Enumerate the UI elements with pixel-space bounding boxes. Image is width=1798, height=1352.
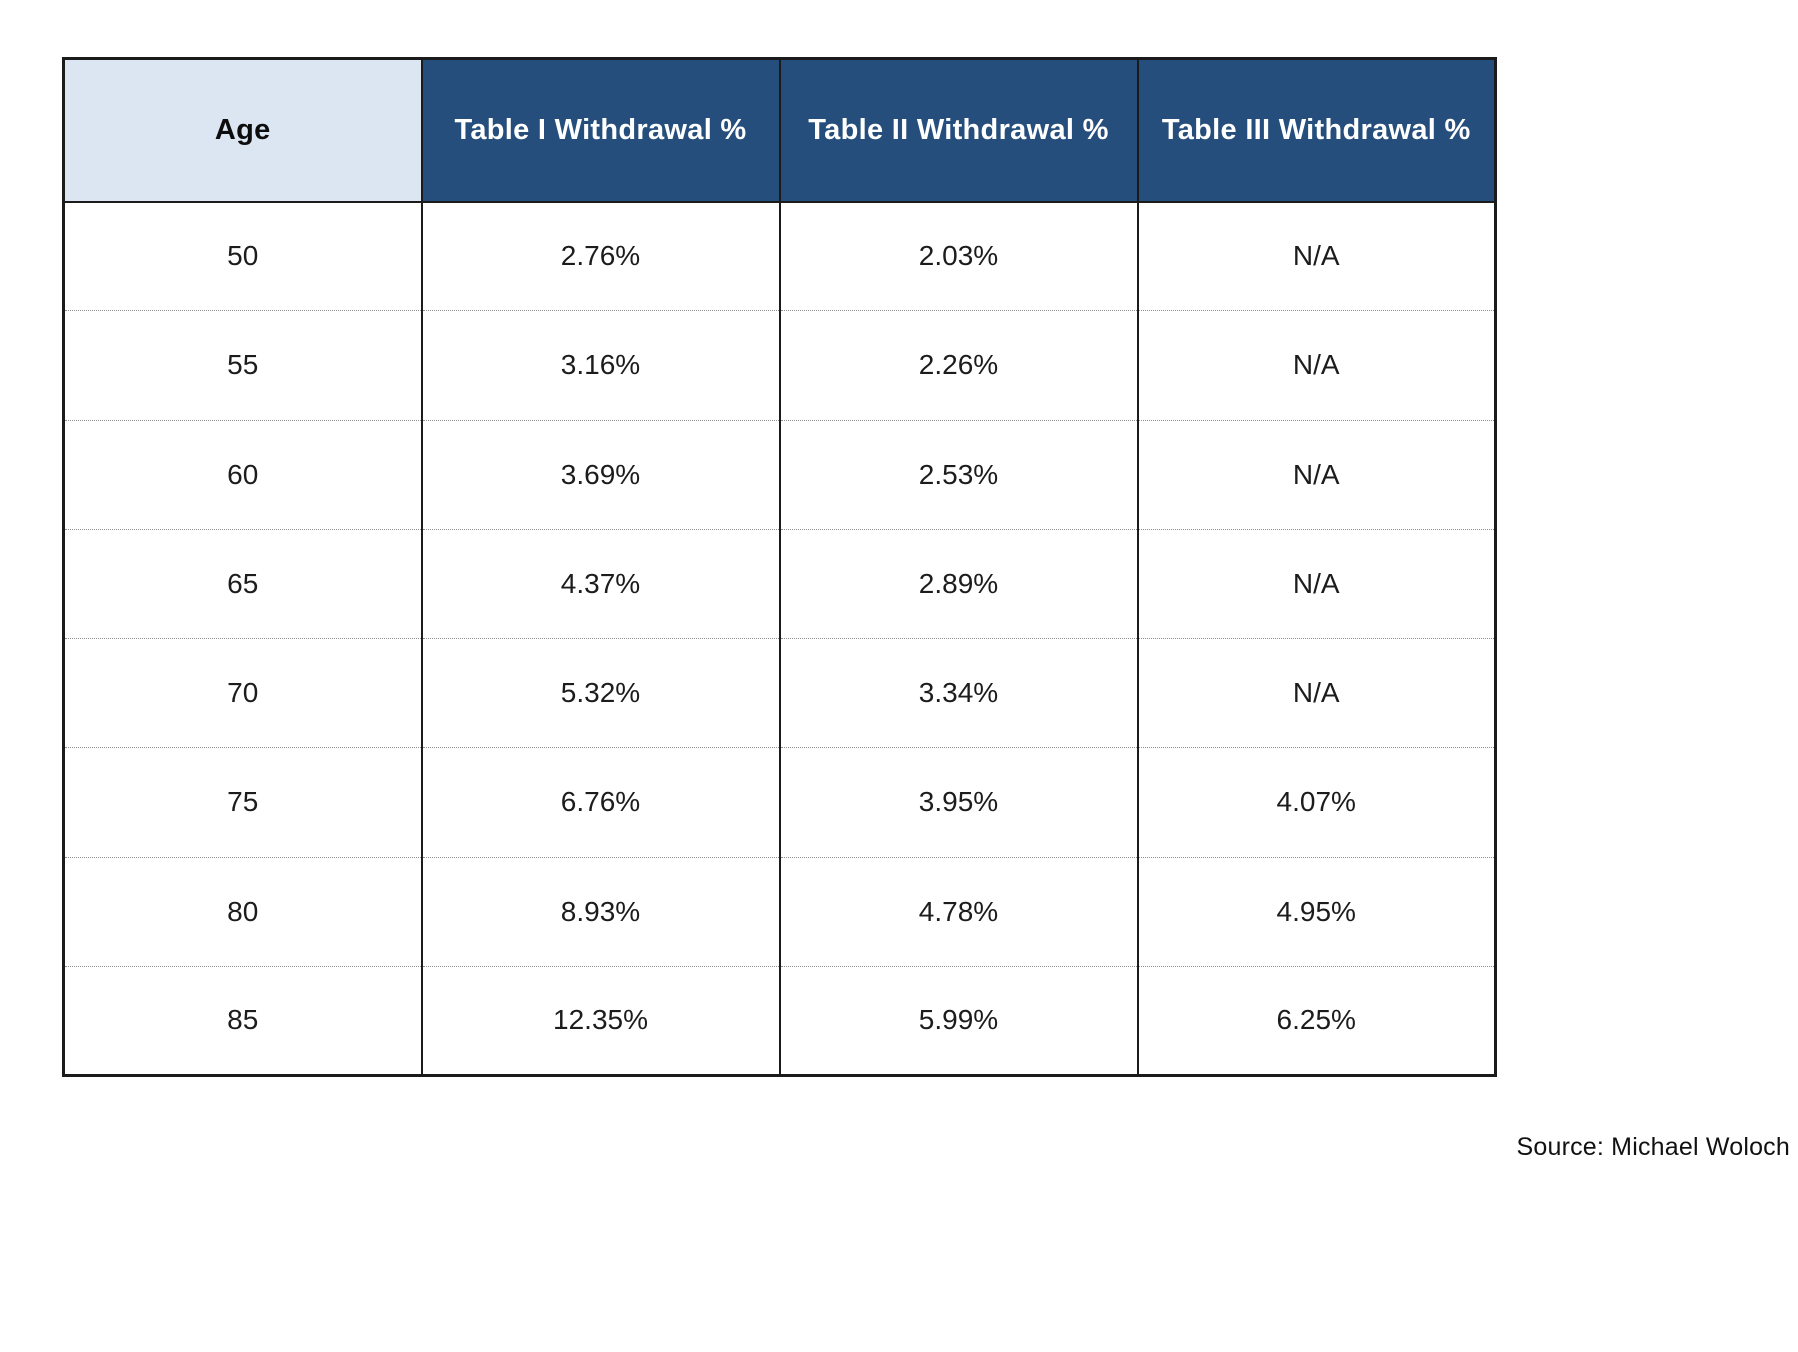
withdrawal-value-cell: 4.37%: [420, 528, 780, 639]
age-cell: 75: [63, 747, 422, 857]
withdrawal-rates-table: Age Table I Withdrawal % Table II Withdraw…: [62, 57, 1497, 1077]
header-row: Age Table I Withdrawal % Table II Withdraw…: [63, 58, 1496, 203]
withdrawal-value-cell: 2.53%: [778, 419, 1138, 530]
withdrawal-table-container: Age Table I Withdrawal % Table II Withdraw…: [62, 57, 1497, 1077]
age-cell: 85: [63, 965, 422, 1076]
age-cell: 65: [63, 528, 422, 639]
withdrawal-value-cell: 3.69%: [420, 419, 780, 530]
column-header-table-ii-withdrawal: Table II Withdrawal %: [778, 58, 1138, 203]
withdrawal-value-cell: 3.95%: [778, 747, 1138, 857]
table-header: Age Table I Withdrawal % Table II Withdraw…: [63, 58, 1496, 203]
table-row: 70 5.32% 3.34% N/A: [63, 637, 1496, 748]
withdrawal-value-cell: 2.26%: [778, 310, 1138, 420]
withdrawal-value-cell: 2.89%: [778, 528, 1138, 639]
age-cell: 55: [63, 310, 422, 420]
withdrawal-value-cell: 3.16%: [420, 310, 780, 420]
table-row: 80 8.93% 4.78% 4.95%: [63, 856, 1496, 967]
column-header-table-iii-withdrawal: Table III Withdrawal %: [1136, 58, 1496, 203]
withdrawal-value-cell: 4.07%: [1136, 747, 1496, 857]
withdrawal-value-cell: N/A: [1136, 310, 1496, 420]
withdrawal-value-cell: 4.95%: [1136, 856, 1496, 967]
withdrawal-value-cell: N/A: [1136, 201, 1496, 311]
table-row: 65 4.37% 2.89% N/A: [63, 528, 1496, 639]
withdrawal-value-cell: 4.78%: [778, 856, 1138, 967]
withdrawal-value-cell: 8.93%: [420, 856, 780, 967]
withdrawal-value-cell: 12.35%: [420, 965, 780, 1076]
table-row: 85 12.35% 5.99% 6.25%: [63, 965, 1496, 1076]
withdrawal-value-cell: 6.76%: [420, 747, 780, 857]
withdrawal-value-cell: 2.76%: [420, 201, 780, 311]
table-row: 75 6.76% 3.95% 4.07%: [63, 747, 1496, 857]
source-credit: Source: Michael Woloch: [1516, 1133, 1790, 1161]
age-cell: 80: [63, 856, 422, 967]
column-header-table-i-withdrawal: Table I Withdrawal %: [420, 58, 780, 203]
column-header-age: Age: [63, 58, 422, 203]
withdrawal-value-cell: N/A: [1136, 637, 1496, 748]
table-body: 50 2.76% 2.03% N/A 55 3.16% 2.26% N/A 60 3.69% 2.5…: [63, 201, 1496, 1076]
withdrawal-value-cell: 5.99%: [778, 965, 1138, 1076]
table-row: 50 2.76% 2.03% N/A: [63, 201, 1496, 311]
age-cell: 60: [63, 419, 422, 530]
withdrawal-value-cell: N/A: [1136, 419, 1496, 530]
withdrawal-value-cell: 6.25%: [1136, 965, 1496, 1076]
withdrawal-value-cell: 2.03%: [778, 201, 1138, 311]
table-row: 55 3.16% 2.26% N/A: [63, 310, 1496, 420]
withdrawal-value-cell: 3.34%: [778, 637, 1138, 748]
age-cell: 70: [63, 637, 422, 748]
withdrawal-value-cell: 5.32%: [420, 637, 780, 748]
withdrawal-value-cell: N/A: [1136, 528, 1496, 639]
table-row: 60 3.69% 2.53% N/A: [63, 419, 1496, 530]
age-cell: 50: [63, 201, 422, 311]
